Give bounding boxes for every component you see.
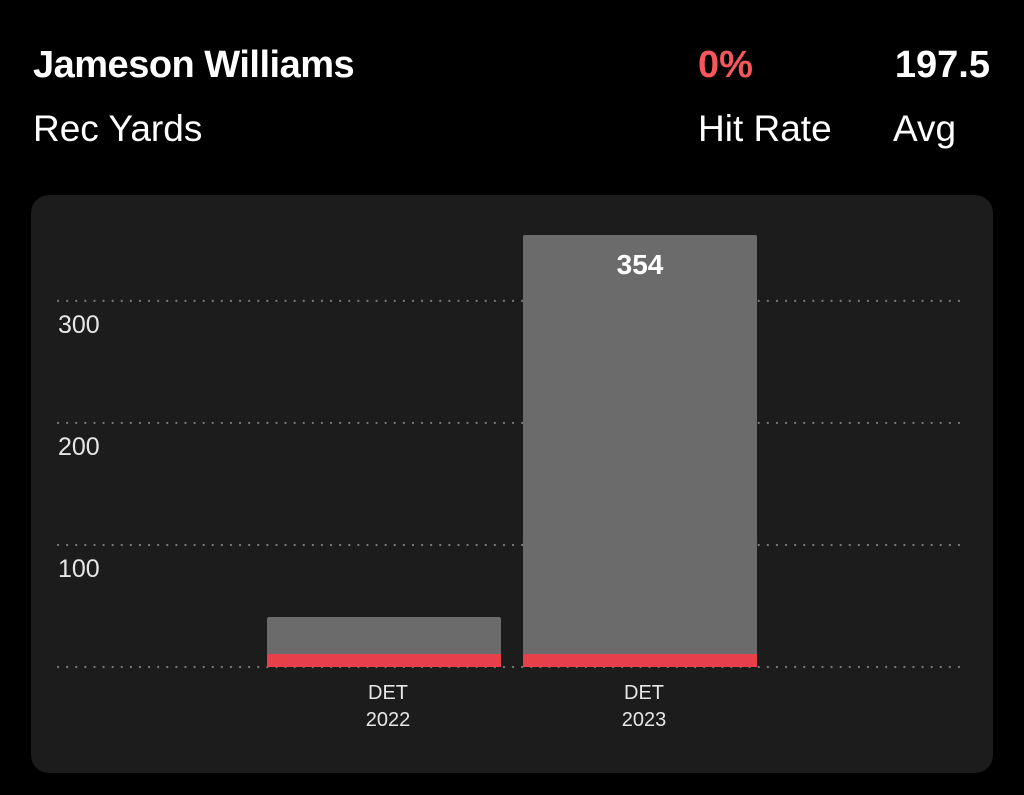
x-tick-label-team: DET [624, 682, 664, 704]
header: Jameson Williams Rec Yards 0% Hit Rate 1… [0, 0, 1024, 190]
bar-line-marker [523, 654, 757, 667]
bar-data-label: 354 [617, 249, 664, 280]
avg-label: Avg [893, 108, 957, 149]
avg-value: 197.5 [894, 44, 990, 86]
bar-line-marker [267, 654, 501, 667]
chart-card: 100 200 300 DET 2022 354 DET 2023 [31, 195, 993, 773]
x-tick-label-team: DET [368, 682, 408, 704]
y-tick-label: 200 [58, 433, 100, 461]
stat-label: Rec Yards [33, 108, 203, 149]
x-tick-label-year: 2023 [622, 709, 667, 731]
x-tick-label-year: 2022 [366, 709, 411, 731]
player-name: Jameson Williams [33, 44, 355, 86]
y-tick-label: 100 [58, 555, 100, 583]
hit-rate-label: Hit Rate [698, 108, 832, 149]
bar-chart: 100 200 300 DET 2022 354 DET 2023 [56, 235, 968, 731]
hit-rate-value: 0% [698, 44, 753, 86]
y-tick-label: 300 [58, 311, 100, 339]
bar [523, 235, 757, 667]
